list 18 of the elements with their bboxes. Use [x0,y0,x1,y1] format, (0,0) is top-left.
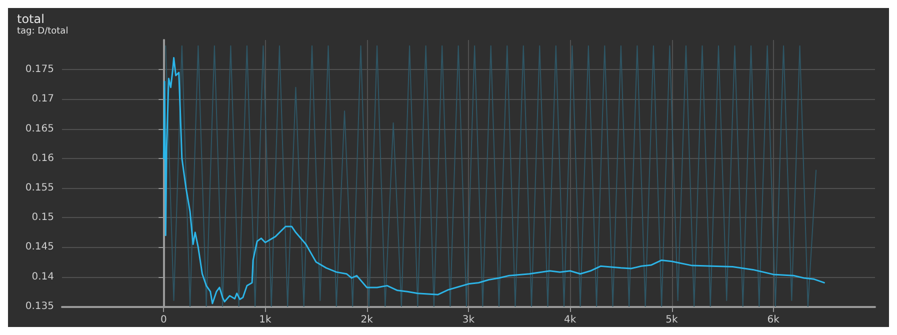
y-tick-label: 0.155 [25,182,54,194]
x-tick-label: 6k [767,314,780,326]
y-tick-label: 0.14 [32,271,54,282]
x-tick-label: 3k [462,314,475,326]
y-tick-label: 0.145 [25,242,54,253]
x-tick-label: 2k [360,314,374,326]
x-tick-label: 1k [259,314,272,326]
x-tick-label: 4k [564,314,576,326]
y-tick-label: 0.17 [32,94,54,105]
x-tick-label: 5k [666,314,678,326]
y-tick-label: 0.135 [25,300,54,312]
x-tick-label: 0 [160,314,167,326]
chart-title: total [17,12,44,26]
y-tick-label: 0.15 [32,212,54,224]
chart-subtitle: tag: D/total [17,26,68,36]
y-tick-label: 0.175 [25,64,54,76]
y-tick-label: 0.165 [25,123,54,134]
y-tick-label: 0.16 [32,152,54,164]
